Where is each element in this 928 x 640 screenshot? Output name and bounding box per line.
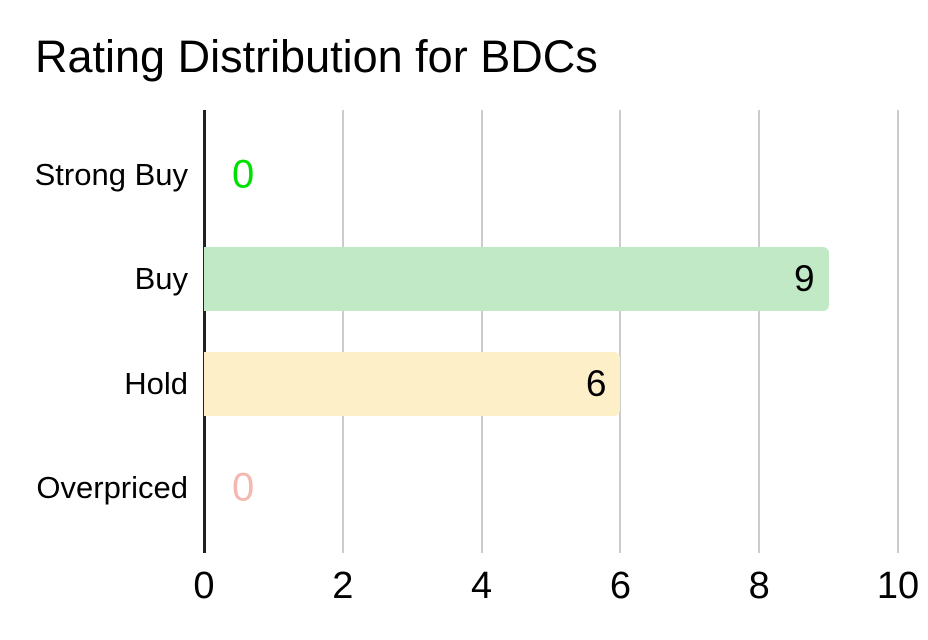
chart-row-overpriced: Overpriced 0 bbox=[0, 436, 898, 540]
plot-area: Strong Buy 0 Buy 9 Hold 6 bbox=[35, 110, 899, 553]
x-tick-label: 4 bbox=[471, 565, 493, 607]
gridline bbox=[619, 110, 622, 553]
category-label-hold: Hold bbox=[124, 365, 188, 401]
bar-track-overpriced: 0 bbox=[204, 456, 898, 520]
x-tick-label: 8 bbox=[748, 565, 770, 607]
value-label-strong-buy: 0 bbox=[232, 152, 255, 197]
chart-row-hold: Hold 6 bbox=[0, 332, 898, 436]
category-label-strong-buy: Strong Buy bbox=[34, 157, 188, 193]
x-tick-label: 6 bbox=[609, 565, 631, 607]
gridline bbox=[897, 110, 899, 553]
axis-baseline bbox=[202, 110, 206, 553]
bar-buy: 9 bbox=[204, 247, 829, 312]
x-tick-label: 10 bbox=[876, 565, 920, 607]
x-tick-label: 0 bbox=[193, 565, 215, 607]
value-label-hold: 6 bbox=[585, 362, 607, 404]
bar-track-buy: 9 bbox=[204, 247, 898, 312]
bar-rows: Strong Buy 0 Buy 9 Hold 6 bbox=[0, 123, 898, 540]
bar-track-strong-buy: 0 bbox=[204, 143, 898, 207]
x-tick-label: 2 bbox=[332, 565, 354, 607]
bar-hold: 6 bbox=[204, 351, 621, 416]
x-axis: 0 2 4 6 8 10 bbox=[193, 564, 919, 612]
value-label-overpriced: 0 bbox=[232, 465, 255, 510]
gridline bbox=[758, 110, 761, 553]
bar-track-hold: 6 bbox=[204, 351, 898, 416]
value-label-buy: 9 bbox=[794, 258, 815, 300]
category-label-buy: Buy bbox=[134, 261, 188, 297]
category-label-overpriced: Overpriced bbox=[36, 469, 188, 505]
chart-row-strong-buy: Strong Buy 0 bbox=[0, 123, 898, 227]
chart-row-buy: Buy 9 bbox=[0, 227, 898, 331]
gridline bbox=[480, 110, 483, 553]
gridline bbox=[341, 110, 344, 553]
chart-title: Rating Distribution for BDCs bbox=[35, 31, 598, 82]
